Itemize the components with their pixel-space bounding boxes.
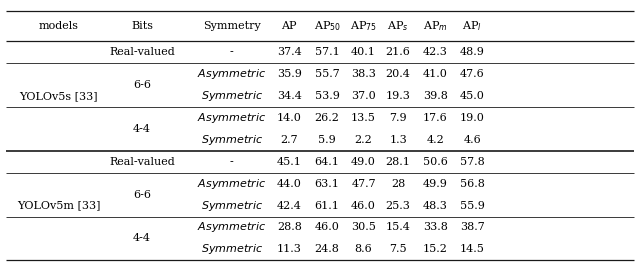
Text: 11.3: 11.3: [277, 244, 301, 254]
Text: 21.6: 21.6: [386, 47, 410, 57]
Text: 38.3: 38.3: [351, 69, 376, 79]
Text: Real-valued: Real-valued: [109, 47, 175, 57]
Text: AP$_{50}$: AP$_{50}$: [314, 19, 340, 33]
Text: 15.2: 15.2: [423, 244, 447, 254]
Text: 19.3: 19.3: [386, 91, 410, 101]
Text: 34.4: 34.4: [277, 91, 301, 101]
Text: 42.4: 42.4: [277, 201, 301, 211]
Text: 40.1: 40.1: [351, 47, 376, 57]
Text: $\mathit{Symmetric}$: $\mathit{Symmetric}$: [200, 199, 263, 213]
Text: 25.3: 25.3: [386, 201, 410, 211]
Text: 44.0: 44.0: [277, 179, 301, 189]
Text: models: models: [39, 21, 79, 31]
Text: 49.9: 49.9: [423, 179, 447, 189]
Text: $\mathit{Asymmetric}$: $\mathit{Asymmetric}$: [197, 67, 266, 81]
Text: 28.1: 28.1: [386, 157, 410, 167]
Text: 37.4: 37.4: [277, 47, 301, 57]
Text: Bits: Bits: [131, 21, 153, 31]
Text: -: -: [230, 157, 234, 167]
Text: AP$_{75}$: AP$_{75}$: [350, 19, 377, 33]
Text: 35.9: 35.9: [277, 69, 301, 79]
Text: 56.8: 56.8: [460, 179, 484, 189]
Text: 38.7: 38.7: [460, 222, 484, 233]
Text: 45.1: 45.1: [277, 157, 301, 167]
Text: Real-valued: Real-valued: [109, 157, 175, 167]
Text: 53.9: 53.9: [315, 91, 339, 101]
Text: 17.6: 17.6: [423, 113, 447, 123]
Text: 46.0: 46.0: [351, 201, 376, 211]
Text: 6-6: 6-6: [133, 190, 151, 200]
Text: 57.8: 57.8: [460, 157, 484, 167]
Text: -: -: [230, 47, 234, 57]
Text: $\mathit{Symmetric}$: $\mathit{Symmetric}$: [200, 89, 263, 103]
Text: 14.5: 14.5: [460, 244, 484, 254]
Text: 30.5: 30.5: [351, 222, 376, 233]
Text: $\mathit{Symmetric}$: $\mathit{Symmetric}$: [200, 133, 263, 147]
Text: $\mathit{Symmetric}$: $\mathit{Symmetric}$: [200, 242, 263, 256]
Text: 4-4: 4-4: [133, 124, 151, 134]
Text: 24.8: 24.8: [315, 244, 339, 254]
Text: 48.9: 48.9: [460, 47, 484, 57]
Text: 47.7: 47.7: [351, 179, 376, 189]
Text: 64.1: 64.1: [315, 157, 339, 167]
Text: 4.6: 4.6: [463, 135, 481, 145]
Text: 4-4: 4-4: [133, 233, 151, 244]
Text: 33.8: 33.8: [423, 222, 447, 233]
Text: 48.3: 48.3: [423, 201, 447, 211]
Text: AP$_{m}$: AP$_{m}$: [423, 19, 447, 33]
Text: 2.2: 2.2: [355, 135, 372, 145]
Text: $\mathit{Asymmetric}$: $\mathit{Asymmetric}$: [197, 111, 266, 125]
Text: 1.3: 1.3: [389, 135, 407, 145]
Text: 20.4: 20.4: [386, 69, 410, 79]
Text: AP$_{l}$: AP$_{l}$: [463, 19, 482, 33]
Text: 2.7: 2.7: [280, 135, 298, 145]
Text: YOLOv5m [33]: YOLOv5m [33]: [17, 201, 100, 211]
Text: 8.6: 8.6: [355, 244, 372, 254]
Text: 57.1: 57.1: [315, 47, 339, 57]
Text: Symmetry: Symmetry: [203, 21, 260, 31]
Text: 28: 28: [391, 179, 405, 189]
Text: 5.9: 5.9: [318, 135, 336, 145]
Text: 26.2: 26.2: [315, 113, 339, 123]
Text: 14.0: 14.0: [277, 113, 301, 123]
Text: 47.6: 47.6: [460, 69, 484, 79]
Text: 49.0: 49.0: [351, 157, 376, 167]
Text: 37.0: 37.0: [351, 91, 376, 101]
Text: 45.0: 45.0: [460, 91, 484, 101]
Text: 61.1: 61.1: [315, 201, 339, 211]
Text: 13.5: 13.5: [351, 113, 376, 123]
Text: 50.6: 50.6: [423, 157, 447, 167]
Text: 55.9: 55.9: [460, 201, 484, 211]
Text: 15.4: 15.4: [386, 222, 410, 233]
Text: 41.0: 41.0: [423, 69, 447, 79]
Text: 4.2: 4.2: [426, 135, 444, 145]
Text: AP: AP: [282, 21, 297, 31]
Text: 6-6: 6-6: [133, 80, 151, 90]
Text: 19.0: 19.0: [460, 113, 484, 123]
Text: 46.0: 46.0: [315, 222, 339, 233]
Text: 28.8: 28.8: [277, 222, 301, 233]
Text: 7.5: 7.5: [389, 244, 407, 254]
Text: AP$_{s}$: AP$_{s}$: [387, 19, 409, 33]
Text: 7.9: 7.9: [389, 113, 407, 123]
Text: 63.1: 63.1: [315, 179, 339, 189]
Text: $\mathit{Asymmetric}$: $\mathit{Asymmetric}$: [197, 177, 266, 191]
Text: 39.8: 39.8: [423, 91, 447, 101]
Text: YOLOv5s [33]: YOLOv5s [33]: [20, 91, 98, 101]
Text: $\mathit{Asymmetric}$: $\mathit{Asymmetric}$: [197, 221, 266, 234]
Text: 42.3: 42.3: [423, 47, 447, 57]
Text: 55.7: 55.7: [315, 69, 339, 79]
